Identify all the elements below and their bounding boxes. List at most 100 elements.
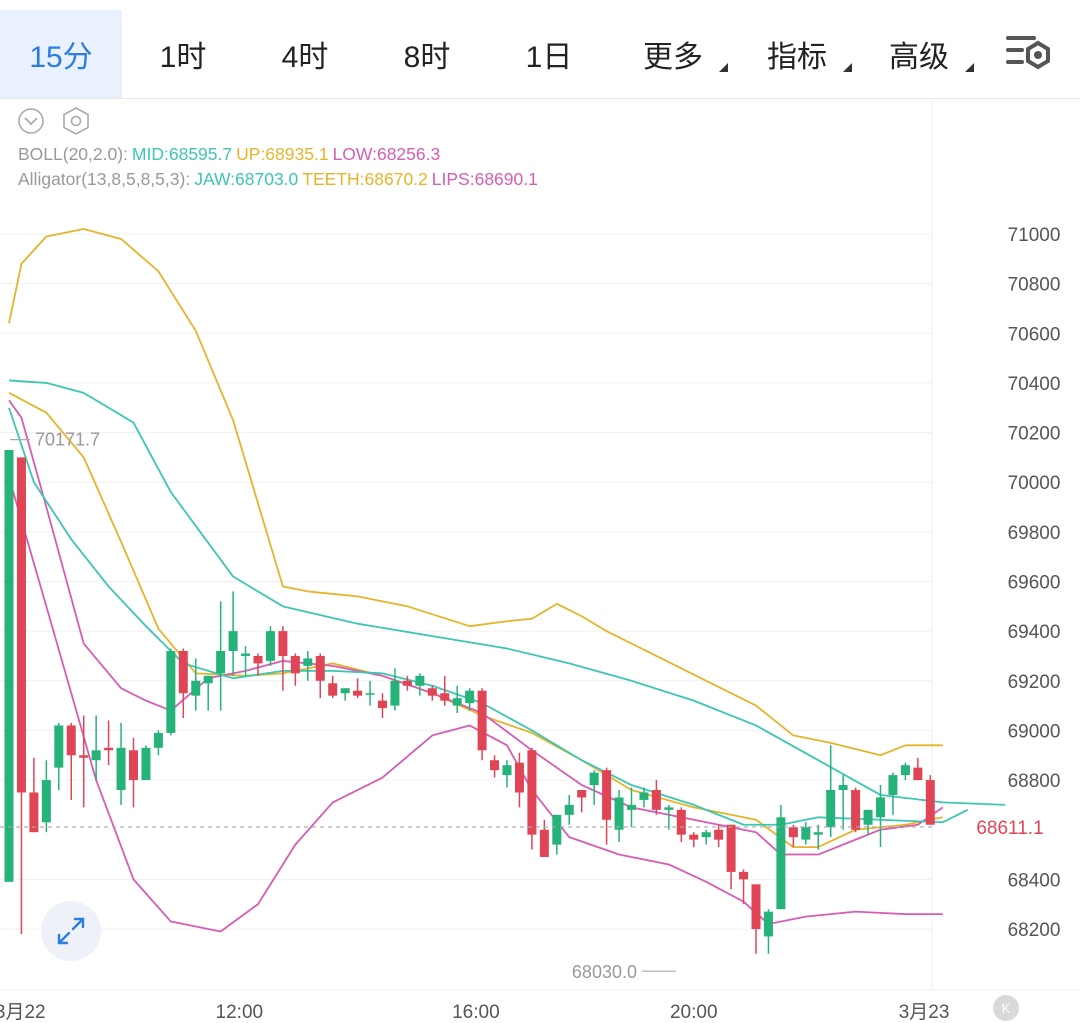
boll-low-line	[8, 476, 943, 933]
candle-body	[41, 780, 51, 823]
alligator-lips-value: LIPS:68690.1	[431, 169, 538, 189]
candle-body	[664, 807, 674, 810]
y-tick-label: 71000	[1008, 225, 1061, 246]
tab-label: 8时	[403, 41, 451, 74]
candle-body	[689, 834, 699, 840]
candle-body	[166, 651, 176, 733]
y-tick-label: 70000	[1008, 473, 1061, 494]
candlestick-chart[interactable]: 71000 70800 70600 70400 70200 70000 69800 69600…	[0, 98, 1080, 1023]
last-price-label-bg	[966, 812, 1076, 841]
candle-body	[365, 693, 375, 695]
candle-body	[925, 780, 935, 825]
x-tick-label: 12:00	[216, 1002, 264, 1023]
time-axis: 3月22 12:00 16:00 20:00 3月23	[0, 1002, 949, 1023]
candle-body	[514, 762, 524, 793]
candle-body	[739, 871, 749, 880]
candle-body	[427, 688, 437, 696]
y-tick-label: 70800	[1008, 275, 1061, 296]
candle-body	[726, 824, 736, 872]
tab-more[interactable]: 更多	[612, 10, 734, 98]
candle-body	[863, 809, 873, 825]
tab-1h[interactable]: 1时	[122, 10, 244, 98]
boll-name: BOLL(20,2.0):	[18, 144, 128, 164]
y-tick-label: 70200	[1008, 424, 1061, 445]
candle-body	[79, 755, 89, 758]
last-price-label: 68611.1	[976, 818, 1043, 839]
chevron-down-icon[interactable]	[18, 108, 44, 134]
candle-body	[564, 804, 574, 815]
candle-body	[278, 631, 288, 656]
candle-body	[378, 700, 387, 709]
candle-body	[888, 775, 898, 795]
tab-advanced[interactable]: 高级	[858, 10, 980, 98]
tab-label: 指标	[767, 41, 827, 74]
candle-body	[490, 760, 500, 771]
candle-body	[701, 832, 711, 838]
candle-body	[502, 765, 512, 776]
candle-body	[440, 693, 450, 701]
dropdown-triangle-icon	[843, 63, 852, 72]
chart-grid	[0, 98, 1080, 991]
tab-8h[interactable]: 8时	[366, 10, 488, 98]
candle-body	[153, 732, 163, 748]
boll-up-line	[8, 228, 943, 757]
tab-4h[interactable]: 4时	[244, 10, 366, 98]
candle-body	[714, 829, 724, 840]
candle-body	[16, 457, 26, 793]
candle-body	[54, 725, 64, 768]
tab-label: 高级	[889, 41, 949, 74]
tab-label: 1日	[525, 41, 573, 74]
candle-body	[216, 651, 226, 674]
candle-body	[241, 653, 251, 656]
candle-body	[876, 797, 885, 818]
hexagon-settings-icon[interactable]	[63, 107, 89, 135]
candle-body	[290, 655, 300, 674]
dropdown-triangle-icon	[965, 63, 974, 72]
candle-body	[900, 765, 910, 776]
candle-body	[315, 655, 325, 681]
y-tick-label: 69000	[1008, 721, 1061, 742]
candle-body	[851, 790, 861, 830]
candle-body	[627, 804, 636, 810]
tab-indicators[interactable]: 指标	[736, 10, 858, 98]
tab-1d[interactable]: 1日	[488, 10, 610, 98]
candle-body	[763, 911, 773, 937]
alligator-legend: Alligator(13,8,5,8,5,3): JAW:68703.0 TEETH…	[18, 169, 542, 190]
boll-mid-line	[8, 379, 1006, 806]
candle-body	[801, 827, 811, 840]
boll-up-value: UP:68935.1	[236, 144, 329, 164]
price-axis: 71000 70800 70600 70400 70200 70000 69800 69600…	[1008, 225, 1061, 941]
indicator-toolbar	[18, 107, 89, 135]
candle-body	[776, 817, 786, 910]
candle-body	[639, 792, 649, 800]
price-markers: 68611.1 70171.7 68030.0	[0, 430, 1076, 982]
y-tick-label: 69400	[1008, 622, 1061, 643]
tab-15m[interactable]: 15分	[0, 10, 122, 98]
candle-body	[191, 680, 201, 696]
alligator-name: Alligator(13,8,5,8,5,3):	[18, 169, 191, 189]
candle-body	[141, 747, 151, 781]
candle-body	[402, 680, 412, 686]
k-badge-icon[interactable]: K	[992, 994, 1020, 1022]
candle-body	[390, 680, 400, 706]
candle-body	[527, 750, 537, 835]
candle-body	[415, 675, 425, 686]
y-tick-label: 69200	[1008, 672, 1061, 693]
boll-mid-value: MID:68595.7	[131, 144, 233, 164]
boll-low-value: LOW:68256.3	[332, 144, 441, 164]
candle-body	[265, 631, 275, 661]
boll-legend: BOLL(20,2.0): MID:68595.7 UP:68935.1 LOW:68…	[18, 144, 444, 165]
x-tick-label: 16:00	[452, 1002, 500, 1023]
expand-arrows-icon[interactable]	[40, 900, 102, 962]
candle-body	[477, 690, 487, 751]
candle-body	[129, 750, 138, 781]
chart-settings-icon[interactable]	[1000, 28, 1056, 78]
candle-body	[589, 772, 599, 786]
tab-label: 4时	[281, 41, 329, 74]
tab-label: 1时	[159, 41, 207, 74]
candle-body	[66, 725, 76, 756]
candle-body	[340, 688, 350, 694]
y-tick-label: 68200	[1008, 920, 1061, 941]
low-marker-label: 68030.0	[572, 962, 637, 982]
candle-body	[539, 829, 549, 858]
